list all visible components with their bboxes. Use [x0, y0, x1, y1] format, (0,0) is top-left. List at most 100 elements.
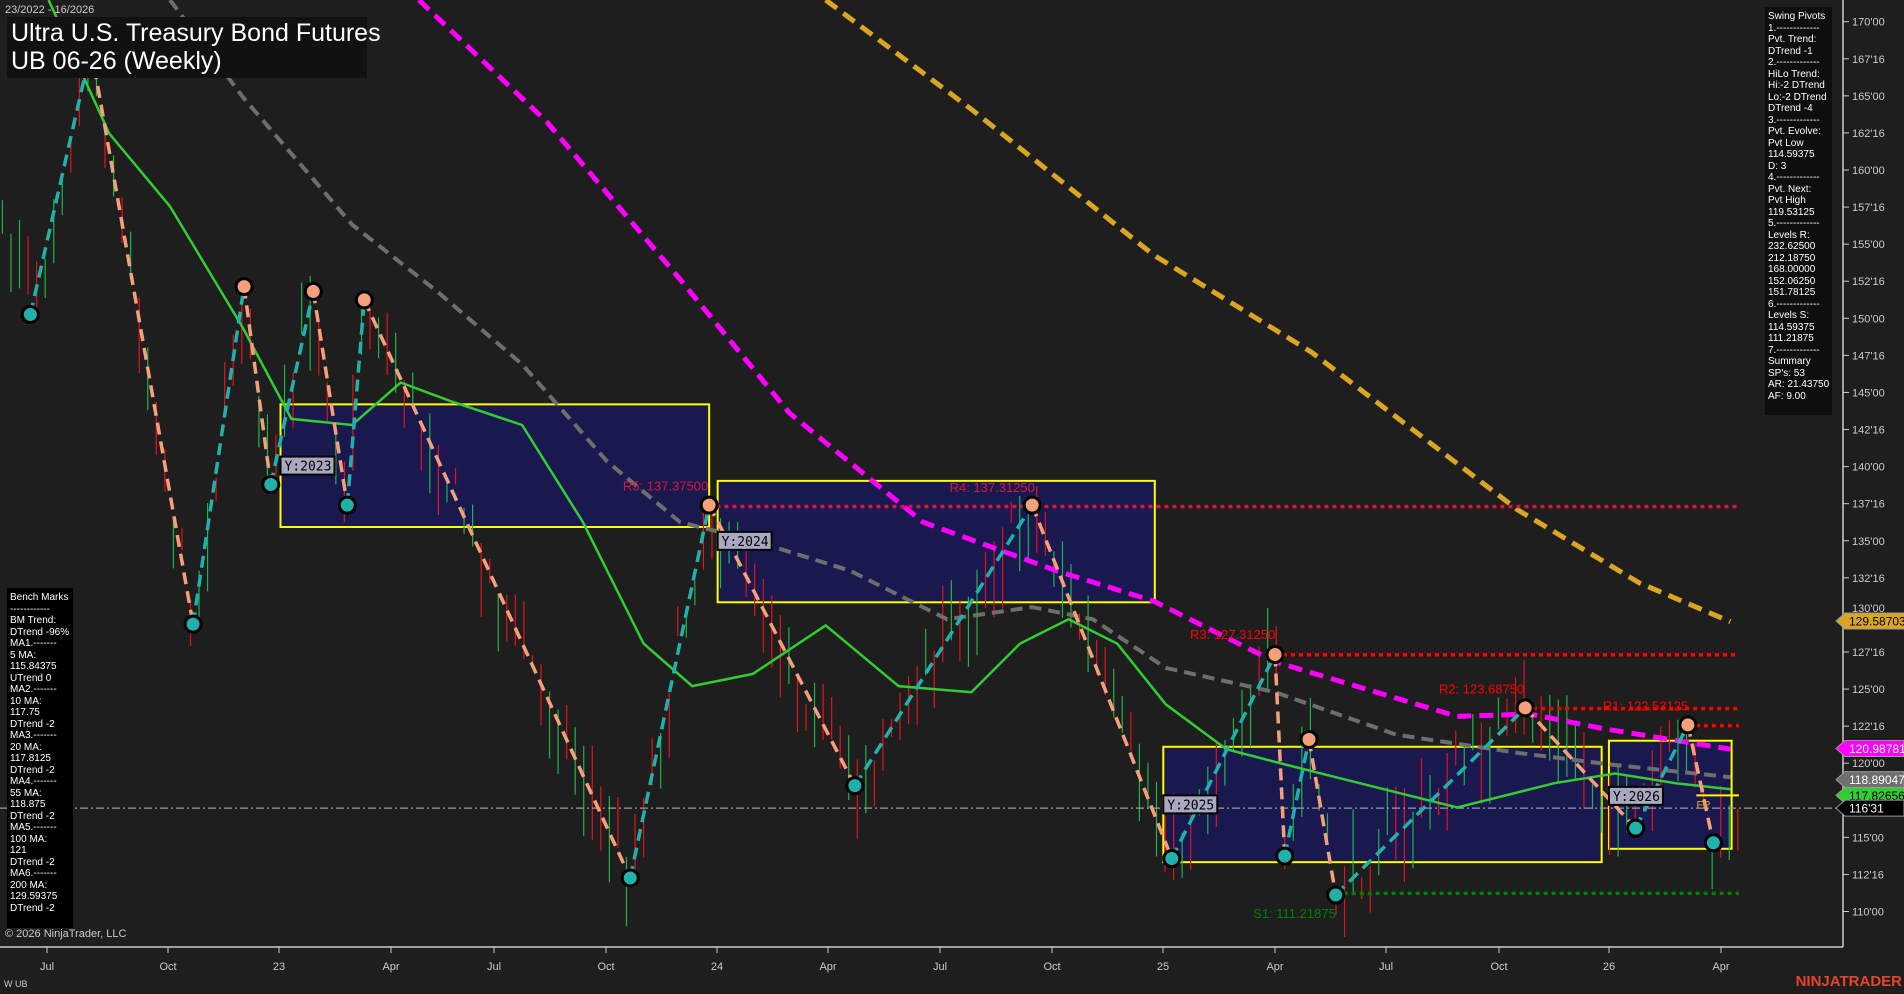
- panel-line: 2.-------------: [1768, 57, 1820, 68]
- price-tick-label: 122'16: [1852, 721, 1885, 733]
- swing-high-pivot: [354, 290, 374, 310]
- panel-line: Swing Pivots: [1768, 11, 1826, 22]
- swing-low-pivot: [845, 776, 865, 796]
- price-tag: [1835, 771, 1904, 789]
- time-tick-label: Apr: [1712, 961, 1729, 973]
- time-tick-label: Apr: [1266, 961, 1283, 973]
- price-tick-label: 162'16: [1852, 128, 1885, 140]
- panel-line: 151.78125: [1768, 287, 1816, 298]
- swing-line: [1634, 724, 1690, 829]
- panel-line: DTrend -2: [10, 764, 55, 776]
- panel-line: MA5.-------: [10, 822, 57, 833]
- panel-line: 4.-------------: [1768, 172, 1820, 183]
- price-tick-label: 150'00: [1852, 313, 1885, 325]
- swing-line: [1170, 653, 1277, 860]
- swing-pivots-panel: Swing Pivots 1.------------- Pvt. Trend: DT…: [1765, 7, 1832, 415]
- panel-line: Pvt. Next:: [1768, 183, 1812, 195]
- panel-line: 212.18750: [1768, 252, 1816, 264]
- time-tick-label: Jul: [40, 961, 54, 973]
- year-label: Y:2025: [1167, 798, 1214, 813]
- swing-line: [1273, 654, 1287, 857]
- panel-line: HiLo Trend:: [1768, 68, 1820, 80]
- time-tick-label: Oct: [159, 961, 176, 973]
- panel-line: 10 MA:: [10, 695, 42, 707]
- swing-line: [191, 286, 246, 625]
- panel-line: 114.59375: [1768, 149, 1815, 160]
- level-label: R1: 122.53125: [1603, 699, 1688, 714]
- bench-marks-panel: Bench Marks ------------ BM Trend: DTrend -…: [7, 588, 73, 928]
- level-label: S1: 111.21875: [1253, 906, 1336, 921]
- time-tick-label: Jul: [933, 961, 947, 973]
- price-tag-label: 129.58703: [1849, 615, 1904, 629]
- swing-low-pivot: [620, 868, 640, 888]
- swing-high-pivot: [234, 277, 254, 297]
- panel-line: 20 MA:: [10, 741, 42, 753]
- panel-line: DTrend -2: [10, 902, 55, 914]
- price-tick-label: 167'16: [1852, 54, 1885, 66]
- panel-line: MA1.-------: [10, 638, 57, 649]
- swing-high-pivot: [1515, 698, 1535, 718]
- year-label: Y:2023: [285, 460, 332, 475]
- panel-line: DTrend -96%: [10, 626, 70, 638]
- price-tick-label: 112'16: [1852, 869, 1884, 881]
- swing-line: [1307, 739, 1338, 896]
- price-tag-label: 117.82656: [1849, 789, 1904, 803]
- price-tag: [1835, 799, 1904, 817]
- panel-line: DTrend -2: [10, 810, 55, 822]
- swing-line: [311, 291, 350, 506]
- swing-line: [28, 48, 93, 315]
- price-tick-label: 152'16: [1852, 276, 1885, 288]
- panel-line: UTrend 0: [10, 672, 52, 684]
- price-tick-label: 165'00: [1852, 91, 1885, 103]
- panel-line: Hi:-2 DTrend: [1768, 80, 1825, 91]
- price-tick-label: 140'00: [1852, 462, 1885, 474]
- swing-line: [1283, 739, 1311, 857]
- price-tag-label: 120.98781: [1849, 742, 1904, 756]
- swing-low-pivot: [261, 475, 281, 495]
- time-tick-label: Oct: [597, 961, 614, 973]
- year-label-bg: [716, 530, 773, 551]
- year-label-bg: [279, 455, 336, 476]
- panel-line: ------------: [10, 603, 50, 615]
- panel-line: MA3.-------: [10, 730, 57, 741]
- price-tag-label: 118.89047: [1849, 773, 1904, 787]
- swing-line: [1686, 724, 1716, 844]
- swing-line: [89, 48, 195, 625]
- swing-line: [269, 291, 315, 485]
- instrument-title: Ultra U.S. Treasury Bond Futures: [11, 19, 381, 47]
- panel-line: 55 MA:: [10, 787, 42, 799]
- swing-line: [362, 299, 632, 879]
- panel-line: 232.62500: [1768, 241, 1816, 252]
- price-tick-label: 170'00: [1852, 17, 1885, 29]
- price-tick-label: 135'00: [1852, 536, 1885, 548]
- ma100-line: [417, 0, 1731, 752]
- panel-line: MA6.-------: [10, 868, 57, 879]
- fp-label: FP: [1696, 800, 1710, 812]
- panel-line: Pvt. Evolve:: [1768, 126, 1821, 137]
- panel-line: DTrend -2: [10, 856, 55, 868]
- level-label: R5: 137.37500: [623, 479, 708, 494]
- time-tick-label: Apr: [819, 961, 836, 973]
- swing-low-pivot: [1162, 849, 1182, 869]
- panel-line: 152.06250: [1768, 275, 1816, 287]
- price-tag-label: 116'31: [1849, 802, 1884, 816]
- price-tick-label: 125'00: [1852, 684, 1885, 696]
- panel-line: 119.53125: [1768, 206, 1815, 218]
- price-tick-label: 127'16: [1852, 647, 1885, 659]
- panel-line: DTrend -2: [10, 718, 55, 730]
- panel-line: 168.00000: [1768, 264, 1816, 275]
- panel-line: Pvt High: [1768, 195, 1806, 206]
- panel-line: 117.75: [10, 707, 40, 718]
- panel-line: 114.59375: [1768, 321, 1815, 333]
- swing-line: [628, 504, 711, 879]
- year-box-2025: [1162, 745, 1603, 864]
- panel-line: MA2.-------: [10, 684, 57, 695]
- year-label-bg: [1607, 785, 1664, 806]
- time-tick-label: Oct: [1043, 961, 1060, 973]
- contract-title: UB 06-26 (Weekly): [11, 47, 222, 75]
- time-tick-label: 24: [711, 961, 723, 973]
- panel-line: 118.875: [10, 799, 46, 810]
- copyright: © 2026 NinjaTrader, LLC: [5, 928, 127, 940]
- swing-line: [1523, 706, 1637, 830]
